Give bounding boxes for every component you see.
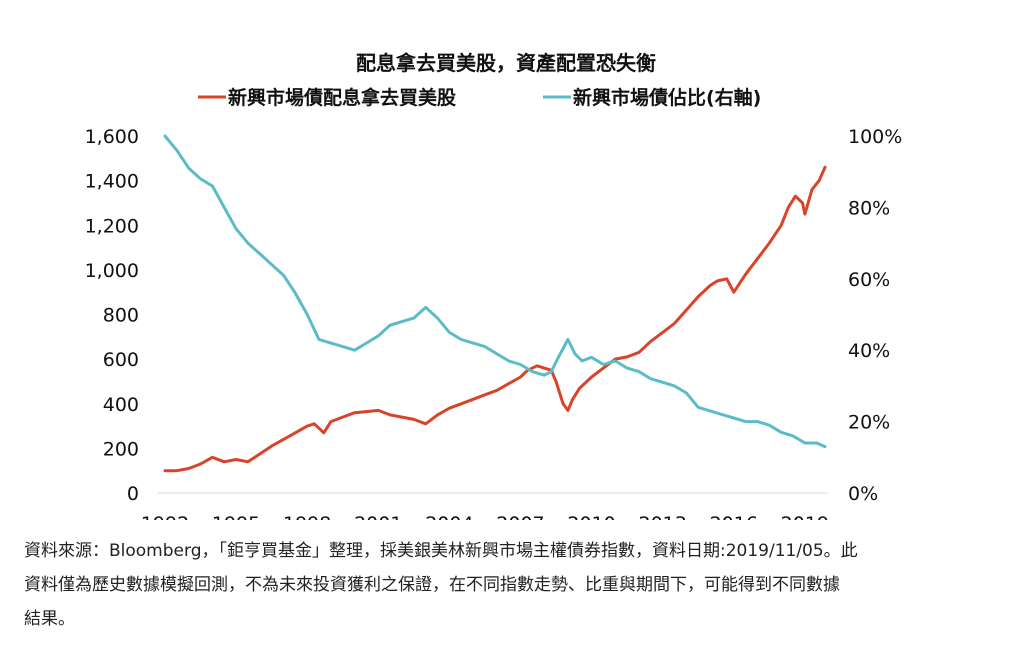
right-tick-label: 20% <box>848 412 890 434</box>
source-line-2: 資料僅為歷史數據模擬回測，不為未來投資獲利之保證，在不同指數走勢、比重與期間下，… <box>24 575 840 595</box>
source-line-1: 資料來源：Bloomberg，「鉅亨買基金」整理，採美銀美林新興市場主權債券指數… <box>24 541 858 561</box>
chart-title: 配息拿去買美股，資產配置恐失衡 <box>356 51 656 75</box>
x-tick-label: 1995 <box>212 513 260 520</box>
x-tick-label: 1998 <box>283 513 331 520</box>
source-note: 資料來源：Bloomberg，「鉅亨買基金」整理，採美銀美林新興市場主權債券指數… <box>24 534 994 636</box>
left-tick-label: 1,400 <box>85 171 139 193</box>
right-tick-label: 100% <box>848 126 902 148</box>
x-tick-label: 2013 <box>638 513 686 520</box>
left-tick-label: 0 <box>127 483 139 505</box>
left-tick-label: 1,600 <box>85 126 139 148</box>
chart: 配息拿去買美股，資產配置恐失衡 新興市場債配息拿去買美股 新興市場債佔比(右軸)… <box>85 51 903 520</box>
right-axis: 0% 20% 40% 60% 80% 100% <box>848 126 902 505</box>
left-tick-label: 800 <box>103 305 139 327</box>
left-tick-label: 200 <box>103 438 139 460</box>
x-tick-label: 2016 <box>710 513 758 520</box>
source-line-3: 結果。 <box>24 609 75 629</box>
x-tick-label: 2007 <box>496 513 544 520</box>
legend-item-em-share: 新興市場債佔比(右軸) <box>543 86 761 109</box>
right-tick-label: 80% <box>848 197 890 219</box>
series-layer <box>163 134 827 473</box>
series-line-dividend <box>163 165 827 473</box>
legend-item-dividend: 新興市場債配息拿去買美股 <box>198 86 456 109</box>
left-axis: 0 200 400 600 800 1,000 1,200 1,400 1,600 <box>85 126 139 505</box>
right-tick-label: 0% <box>848 483 878 505</box>
right-tick-label: 40% <box>848 340 890 362</box>
left-tick-label: 1,000 <box>85 260 139 282</box>
x-tick-label: 1992 <box>141 513 189 520</box>
x-tick-label: 2010 <box>567 513 615 520</box>
left-tick-label: 600 <box>103 349 139 371</box>
left-tick-label: 400 <box>103 394 139 416</box>
series-line-em-share <box>163 134 827 449</box>
x-tick-label: 2019 <box>781 513 829 520</box>
right-tick-label: 60% <box>848 269 890 291</box>
left-tick-label: 1,200 <box>85 215 139 237</box>
legend: 新興市場債配息拿去買美股 新興市場債佔比(右軸) <box>198 86 761 109</box>
legend-label-em-share: 新興市場債佔比(右軸) <box>573 86 761 109</box>
legend-label-dividend: 新興市場債配息拿去買美股 <box>228 86 456 109</box>
